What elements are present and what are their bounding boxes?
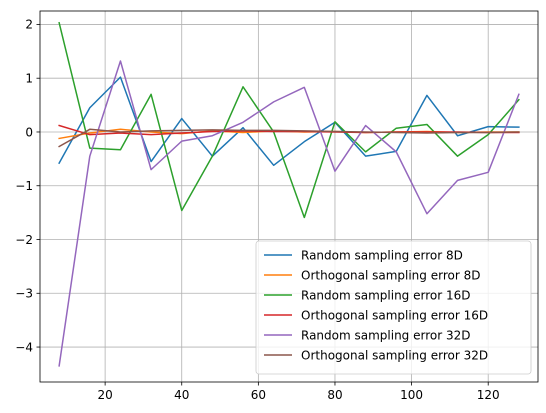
series-line-4 (58, 124, 520, 136)
series-lines (58, 21, 520, 367)
y-tick-label: −4 (15, 340, 33, 354)
x-tick-label: 100 (400, 388, 423, 402)
y-tick-label: −2 (15, 233, 33, 247)
series-line-1 (58, 76, 520, 167)
legend-label: Random sampling error 32D (301, 328, 471, 342)
series-line-3 (58, 21, 520, 219)
x-tick-label: 60 (251, 388, 266, 402)
y-tick-label: −1 (15, 179, 33, 193)
axis-ticks: 20 40 60 80 100 120 −4 −3 −2 −1 0 1 2 (15, 18, 499, 402)
legend-label: Orthogonal sampling error 16D (301, 308, 488, 322)
y-tick-label: 1 (25, 72, 33, 86)
y-tick-label: −3 (15, 287, 33, 301)
x-tick-label: 20 (97, 388, 112, 402)
series-line-5 (58, 60, 520, 367)
x-tick-label: 40 (174, 388, 189, 402)
legend-label: Orthogonal sampling error 8D (301, 268, 480, 282)
x-tick-label: 80 (327, 388, 342, 402)
x-tick-label: 120 (477, 388, 500, 402)
y-tick-label: 2 (25, 18, 33, 32)
legend: Random sampling error 8D Orthogonal sampl… (255, 240, 532, 375)
y-tick-label: 0 (25, 125, 33, 139)
legend-label: Random sampling error 8D (301, 248, 463, 262)
series-line-6 (58, 128, 520, 148)
legend-label: Random sampling error 16D (301, 288, 471, 302)
plot-frame (39, 10, 539, 383)
legend-label: Orthogonal sampling error 32D (301, 348, 488, 362)
legend-box (255, 240, 532, 375)
